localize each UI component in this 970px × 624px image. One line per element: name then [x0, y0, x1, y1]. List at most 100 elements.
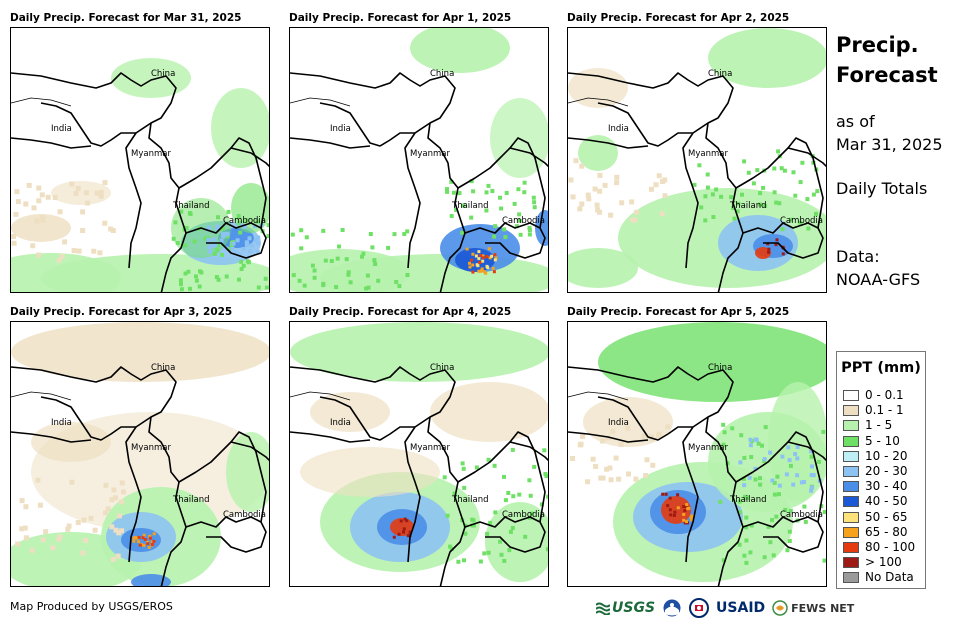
precip-area: [390, 518, 414, 536]
india-label: India: [330, 418, 351, 428]
panel-title-4: Daily Precip. Forecast for Apr 3, 2025: [10, 306, 233, 318]
legend-swatch: [843, 450, 859, 462]
legend-swatch: [843, 542, 859, 553]
precip-cells: [442, 447, 548, 564]
as-of-text: as of Mar 31, 2025: [836, 110, 943, 156]
legend-item: 10 - 20: [843, 449, 908, 463]
china-label: China: [151, 69, 175, 79]
precip-area: [661, 496, 691, 524]
data-line-2: NOAA-GFS: [836, 270, 921, 289]
cambodia-label: Cambodia: [223, 510, 266, 520]
panel-title-6: Daily Precip. Forecast for Apr 5, 2025: [567, 306, 790, 318]
precip-area: [11, 322, 269, 382]
noaa-logo-icon: [662, 598, 682, 618]
precip-area: [111, 58, 191, 98]
precip-cells: [568, 158, 668, 223]
precip-cells: [445, 179, 548, 240]
myanmar-label: Myanmar: [131, 443, 171, 453]
precip-area: [300, 447, 440, 497]
thailand-label: Thailand: [172, 495, 210, 505]
china-label: China: [708, 69, 732, 79]
legend-item: 1 - 5: [843, 418, 892, 432]
myanmar-label: Myanmar: [410, 149, 450, 159]
fews-globe-icon: [772, 600, 788, 616]
thailand-label: Thailand: [729, 201, 767, 211]
precip-cells: [676, 503, 694, 524]
country-borders: [11, 366, 269, 586]
india-label: India: [608, 418, 629, 428]
precip-cells: [15, 477, 126, 562]
precip-area: [568, 68, 628, 108]
legend-title: PPT (mm): [841, 360, 921, 376]
heading-line-2: Forecast: [836, 63, 938, 87]
legend-label: 0.1 - 1: [865, 403, 904, 418]
myanmar-label: Myanmar: [688, 443, 728, 453]
legend-label: 20 - 30: [865, 464, 908, 478]
legend-label: 50 - 65: [865, 509, 908, 524]
precip-area: [455, 248, 495, 272]
usgs-wave-icon: [596, 602, 610, 615]
legend-label: 80 - 100: [865, 540, 916, 554]
usaid-logo-text: USAID: [716, 600, 766, 616]
precip-area: [11, 214, 71, 242]
cambodia-label: Cambodia: [502, 216, 545, 226]
legend-item: 30 - 40: [843, 479, 908, 493]
legend-item: 0 - 0.1: [843, 388, 904, 402]
precip-area: [231, 183, 269, 233]
legend-label: 40 - 50: [865, 494, 908, 509]
country-borders: [11, 72, 269, 292]
legend-item: 0.1 - 1: [843, 403, 904, 417]
china-label: China: [151, 363, 175, 373]
legend-swatch: [843, 526, 859, 538]
legend-swatch: [843, 481, 859, 493]
as-of-line-1: as of: [836, 112, 875, 131]
precip-area: [578, 135, 618, 171]
cambodia-label: Cambodia: [780, 510, 823, 520]
precip-area: [31, 412, 269, 532]
legend-item: No Data: [843, 570, 914, 584]
forecast-map-3: China India Myanmar Thailand Cambodia: [567, 27, 827, 293]
forecast-heading: Precip. Forecast: [836, 30, 938, 90]
panel-title-3: Daily Precip. Forecast for Apr 2, 2025: [567, 12, 790, 24]
forecast-map-1: China India Myanmar Thailand Cambodia: [10, 27, 270, 293]
as-of-line-2: Mar 31, 2025: [836, 135, 943, 154]
legend-swatch: [843, 557, 859, 569]
panel-title-2: Daily Precip. Forecast for Apr 1, 2025: [289, 12, 512, 24]
usgs-logo-text: USGS: [612, 600, 656, 616]
usaid-seal-icon: [689, 598, 710, 618]
precip-cells: [474, 250, 497, 270]
legend-label: 0 - 0.1: [865, 388, 904, 402]
legend-label: 1 - 5: [865, 418, 893, 433]
precip-area: [51, 181, 111, 205]
legend-swatch: [843, 390, 859, 401]
data-line-1: Data:: [836, 247, 880, 266]
legend-item: 80 - 100: [843, 540, 915, 554]
precip-area: [410, 28, 510, 73]
precip-area: [290, 322, 548, 382]
legend-swatch: [843, 420, 859, 432]
legend-item: > 100: [843, 555, 902, 569]
china-label: China: [430, 69, 454, 79]
precip-cells: [137, 535, 156, 547]
legend-swatch: [843, 435, 859, 447]
myanmar-label: Myanmar: [410, 443, 450, 453]
legend-label: No Data: [865, 570, 914, 585]
india-label: India: [51, 124, 72, 134]
myanmar-label: Myanmar: [688, 149, 728, 159]
country-borders: [290, 366, 548, 586]
forecast-map-5: China India Myanmar Thailand Cambodia: [289, 321, 549, 587]
precip-area: [131, 574, 171, 586]
precip-area: [568, 248, 638, 288]
legend-swatch: [843, 496, 859, 508]
india-label: India: [51, 418, 72, 428]
heading-line-1: Precip.: [836, 33, 919, 57]
legend-item: 20 - 30: [843, 464, 908, 478]
panel-title-5: Daily Precip. Forecast for Apr 4, 2025: [289, 306, 512, 318]
china-label: China: [708, 363, 732, 373]
legend-item: 50 - 65: [843, 510, 908, 524]
precip-cells: [290, 228, 410, 291]
country-borders: [568, 366, 826, 586]
forecast-map-2: China India Myanmar Thailand Cambodia: [289, 27, 549, 293]
cambodia-label: Cambodia: [780, 216, 823, 226]
thailand-label: Thailand: [729, 495, 767, 505]
